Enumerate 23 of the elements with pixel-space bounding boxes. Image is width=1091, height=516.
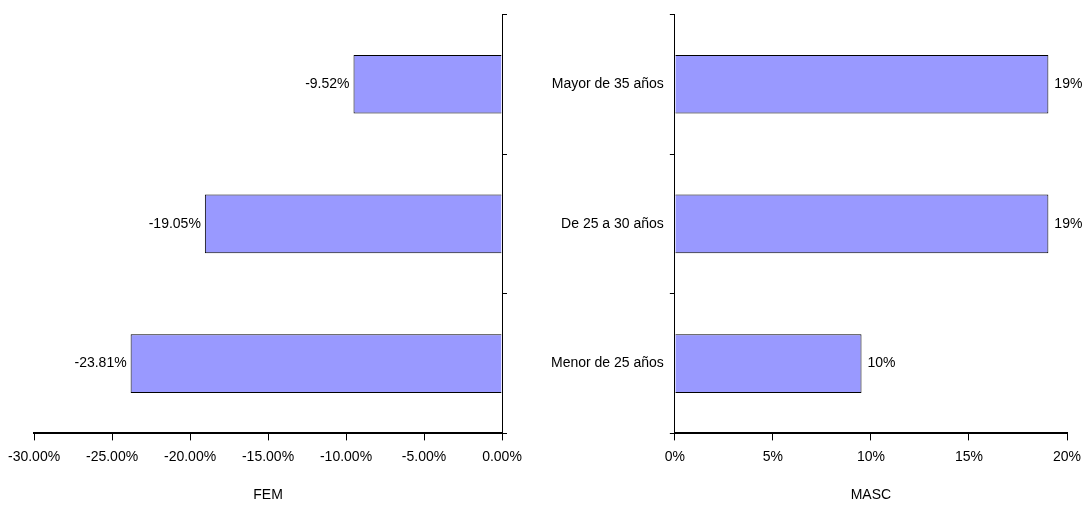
- x-tick-label: -25.00%: [85, 447, 139, 464]
- x-tick-label: -10.00%: [319, 447, 373, 464]
- y-tick-label: Menor de 25 años: [551, 354, 664, 371]
- data-label: -23.81%: [74, 354, 127, 371]
- x-axis-title: FEM: [253, 486, 283, 503]
- data-label: 19%: [1054, 214, 1083, 231]
- x-tick-label: 0%: [664, 447, 685, 464]
- x-tick-label: -5.00%: [401, 447, 447, 464]
- data-label: 19%: [1054, 75, 1083, 92]
- x-tick-label: 10%: [856, 447, 885, 464]
- x-tick-label: -30.00%: [7, 447, 61, 464]
- data-label: -19.05%: [148, 214, 201, 231]
- x-axis-title: MASC: [850, 486, 892, 503]
- x-tick-label: 20%: [1052, 447, 1082, 464]
- x-tick-label: -15.00%: [241, 447, 295, 464]
- x-tick-label: -20.00%: [163, 447, 217, 464]
- y-tick-label: Mayor de 35 años: [551, 75, 664, 92]
- x-tick-label: 0.00%: [482, 447, 522, 464]
- y-tick-label: De 25 a 30 años: [561, 214, 664, 231]
- x-tick-label: 5%: [762, 447, 784, 464]
- data-label: 10%: [867, 354, 896, 371]
- data-label: -9.52%: [305, 75, 350, 92]
- x-tick-label: 15%: [954, 447, 983, 464]
